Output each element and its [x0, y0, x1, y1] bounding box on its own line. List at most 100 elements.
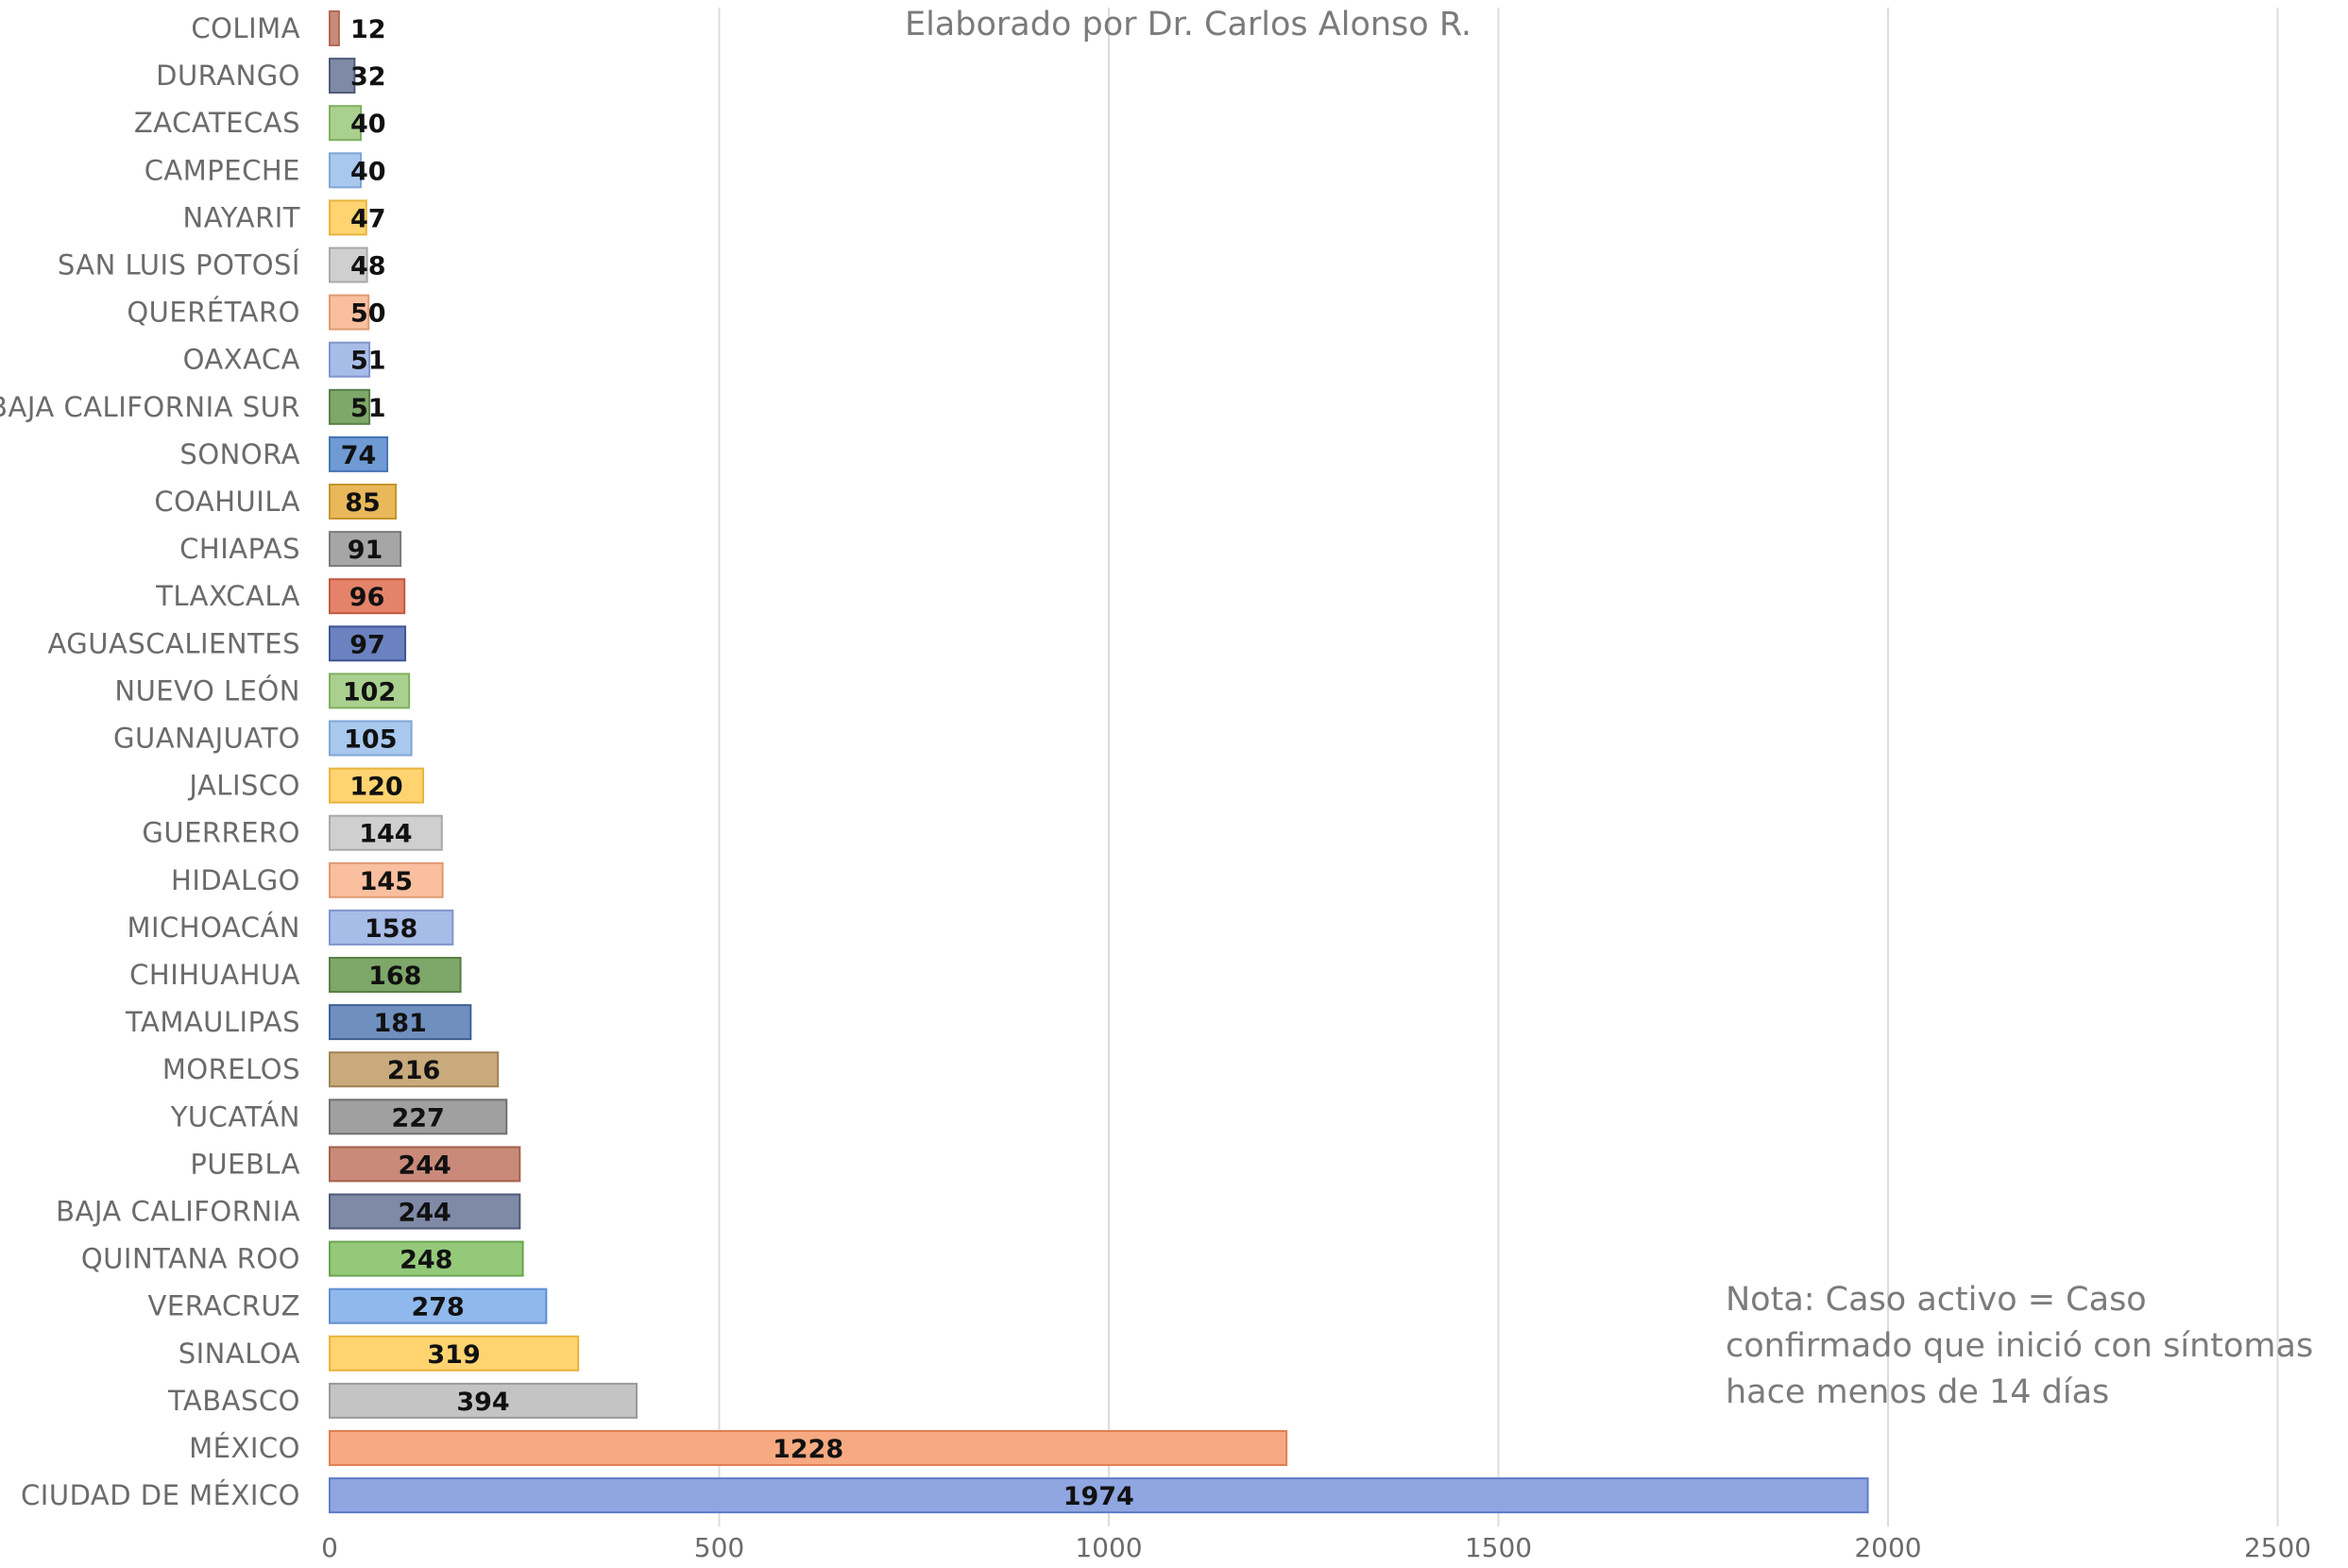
category-label: PUEBLA	[190, 1148, 300, 1180]
category-label: TLAXCALA	[155, 580, 300, 612]
value-label: 120	[349, 773, 402, 802]
category-label: CAMPECHE	[145, 154, 300, 186]
category-label: TABASCO	[167, 1385, 300, 1417]
value-label: 1228	[773, 1435, 843, 1464]
bar	[329, 1287, 548, 1324]
value-label: 47	[350, 204, 386, 233]
category-label: BAJA CALIFORNIA	[56, 1196, 300, 1228]
bar	[329, 1004, 472, 1041]
category-label: HIDALGO	[171, 864, 300, 896]
category-label: QUINTANA ROO	[81, 1243, 300, 1275]
category-label: TAMAULIPAS	[125, 1006, 300, 1038]
value-label: 51	[350, 394, 386, 423]
value-label: 48	[350, 252, 386, 281]
bar	[329, 861, 444, 898]
bar	[329, 58, 356, 94]
category-label: GUANAJUATO	[113, 723, 300, 755]
bar	[329, 435, 389, 472]
category-label: MICHOACÁN	[127, 912, 300, 944]
bar	[329, 1099, 508, 1135]
bar	[329, 341, 371, 378]
value-label: 1974	[1063, 1482, 1134, 1511]
value-label: 85	[345, 488, 381, 518]
value-label: 248	[400, 1246, 452, 1275]
value-label: 102	[343, 677, 396, 707]
category-label: CHIHUAHUA	[129, 959, 300, 991]
bar	[329, 720, 413, 757]
category-label: YUCATÁN	[170, 1100, 300, 1133]
value-label: 40	[350, 157, 386, 186]
category-label: NAYARIT	[183, 201, 301, 233]
category-label: VERACRUZ	[148, 1290, 300, 1322]
chart-note: Nota: Caso activo = Caso confirmado que …	[1726, 1281, 2314, 1411]
category-label: DURANGO	[156, 60, 300, 92]
bar	[329, 247, 368, 283]
value-label: 91	[348, 536, 383, 565]
bar	[329, 578, 406, 615]
value-label: 74	[341, 441, 377, 470]
category-label: NUEVO LEÓN	[114, 674, 300, 707]
x-tick-label: 0	[321, 1532, 338, 1563]
bar	[329, 199, 367, 236]
value-label: 244	[398, 1199, 451, 1228]
value-label: 394	[456, 1388, 509, 1417]
bar	[329, 673, 411, 709]
bar	[329, 1193, 521, 1230]
category-label: CHIAPAS	[179, 533, 300, 565]
bar	[329, 1146, 521, 1183]
bar	[329, 1240, 524, 1277]
value-label: 244	[398, 1150, 451, 1180]
value-label: 51	[350, 347, 386, 376]
category-label: COLIMA	[191, 12, 300, 44]
value-label: 96	[349, 583, 385, 612]
bar	[329, 1430, 1288, 1466]
value-label: 158	[365, 914, 417, 944]
category-label: OAXACA	[183, 344, 300, 376]
value-label: 145	[360, 867, 413, 896]
category-label: BAJA CALIFORNIA SUR	[0, 391, 300, 423]
value-label: 319	[427, 1340, 480, 1370]
bar	[329, 294, 370, 331]
x-tick-label: 2000	[1854, 1532, 1921, 1563]
bar	[329, 767, 424, 804]
bar	[329, 909, 454, 946]
bar	[329, 152, 362, 189]
x-tick-label: 2500	[2244, 1532, 2311, 1563]
value-label: 168	[368, 962, 421, 991]
category-label: COAHUILA	[154, 486, 300, 518]
x-tick-label: 500	[694, 1532, 744, 1563]
bar	[329, 1335, 580, 1372]
category-label: MÉXICO	[189, 1432, 300, 1464]
bar	[329, 814, 443, 851]
value-label: 227	[391, 1103, 444, 1133]
bar	[329, 388, 371, 425]
category-label: JALISCO	[187, 770, 300, 802]
bar	[329, 957, 462, 993]
value-label: 144	[359, 820, 412, 849]
category-label: GUERRERO	[142, 817, 300, 849]
category-label: SONORA	[179, 438, 300, 470]
category-label: SINALOA	[179, 1338, 300, 1370]
bar	[329, 531, 402, 568]
bar	[329, 1382, 638, 1419]
bar	[329, 10, 340, 46]
bar	[329, 1477, 1869, 1514]
category-label: CIUDAD DE MÉXICO	[21, 1479, 300, 1511]
bar	[329, 105, 362, 142]
value-label: 181	[373, 1009, 426, 1038]
value-label: 12	[350, 15, 386, 44]
category-label: SAN LUIS POTOSÍ	[58, 249, 300, 281]
value-label: 216	[387, 1056, 440, 1085]
value-label: 105	[344, 725, 397, 755]
value-label: 32	[350, 62, 386, 92]
category-label: ZACATECAS	[134, 107, 300, 139]
bar	[329, 484, 398, 520]
bar	[329, 625, 407, 662]
chart-subtitle: Elaborado por Dr. Carlos Alonso R.	[904, 6, 1472, 43]
x-tick-label: 1000	[1075, 1532, 1142, 1563]
value-label: 50	[350, 299, 386, 329]
value-label: 278	[411, 1293, 464, 1322]
x-tick-label: 1500	[1465, 1532, 1532, 1563]
